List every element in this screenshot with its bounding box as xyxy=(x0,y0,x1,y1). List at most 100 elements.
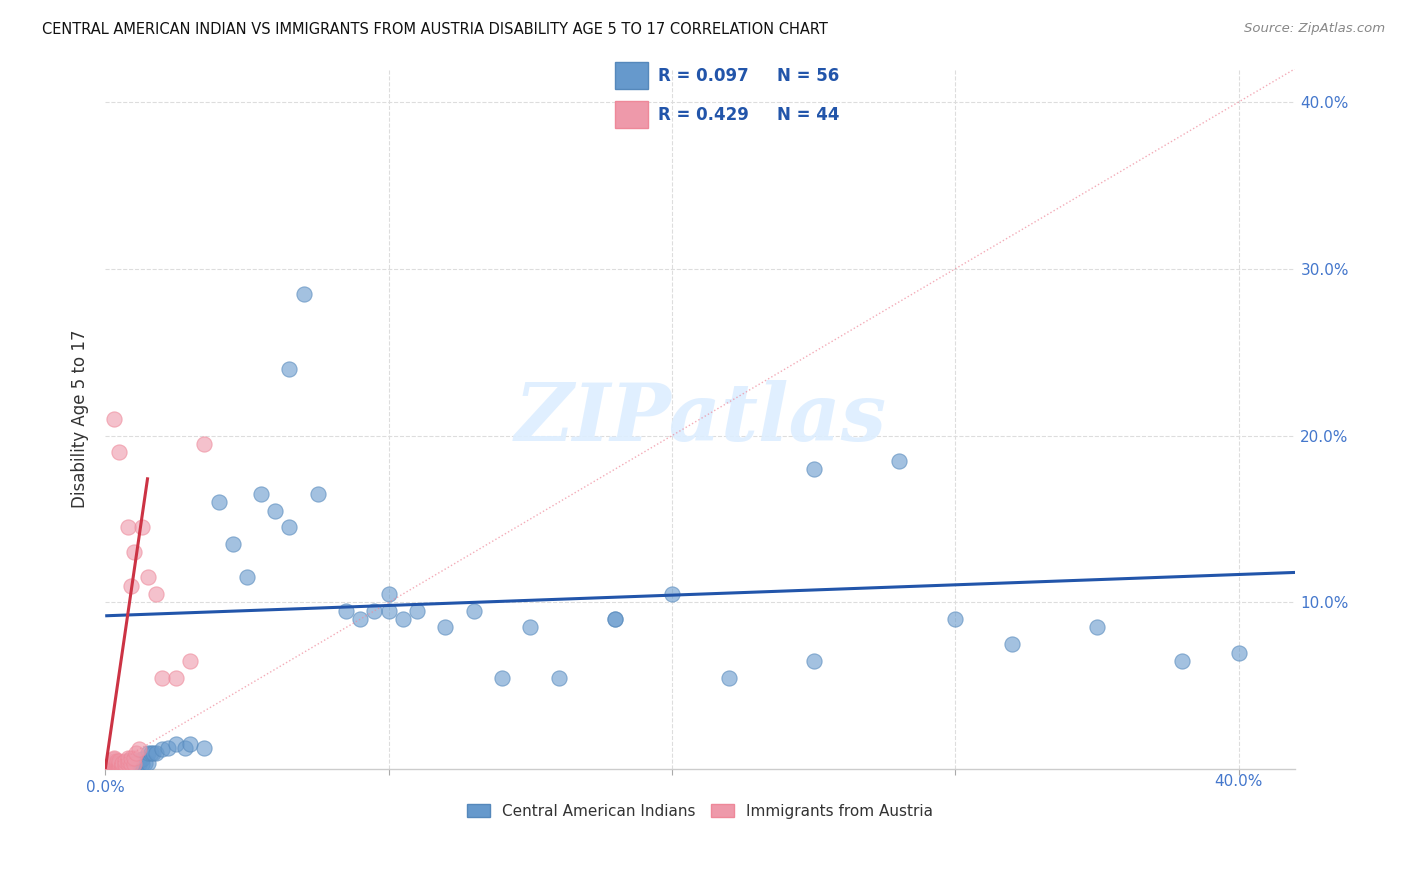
Point xyxy=(1001,637,1024,651)
Bar xyxy=(614,101,648,128)
Point xyxy=(547,671,569,685)
Text: Source: ZipAtlas.com: Source: ZipAtlas.com xyxy=(1244,22,1385,36)
Point xyxy=(150,671,173,685)
Point xyxy=(117,757,139,772)
Point xyxy=(108,756,131,770)
Point xyxy=(120,579,142,593)
Point xyxy=(114,757,136,772)
Text: CENTRAL AMERICAN INDIAN VS IMMIGRANTS FROM AUSTRIA DISABILITY AGE 5 TO 17 CORREL: CENTRAL AMERICAN INDIAN VS IMMIGRANTS FR… xyxy=(42,22,828,37)
Point xyxy=(111,757,134,772)
Text: R = 0.097: R = 0.097 xyxy=(658,67,748,85)
Point xyxy=(207,495,229,509)
Point xyxy=(377,587,399,601)
Point xyxy=(136,746,159,760)
Point xyxy=(1171,654,1194,668)
Point xyxy=(117,750,139,764)
Point xyxy=(117,754,139,768)
Point xyxy=(122,759,145,773)
Point xyxy=(349,612,371,626)
Point xyxy=(111,756,134,770)
Point xyxy=(105,757,128,772)
Point xyxy=(108,759,131,773)
Point xyxy=(103,761,125,775)
Point xyxy=(122,545,145,559)
Text: R = 0.429: R = 0.429 xyxy=(658,105,748,123)
Point xyxy=(803,654,825,668)
Point xyxy=(250,487,273,501)
Point xyxy=(114,756,136,770)
Point xyxy=(661,587,683,601)
Point xyxy=(278,362,301,376)
Point xyxy=(117,754,139,768)
Point xyxy=(128,742,150,756)
Point xyxy=(406,604,429,618)
Point xyxy=(108,761,131,775)
Point xyxy=(114,754,136,768)
Point xyxy=(605,612,627,626)
Point xyxy=(108,757,131,772)
Point xyxy=(122,757,145,772)
Bar xyxy=(614,62,648,89)
Legend: Central American Indians, Immigrants from Austria: Central American Indians, Immigrants fro… xyxy=(461,797,939,825)
Point xyxy=(114,759,136,773)
Point xyxy=(491,671,513,685)
Point xyxy=(103,761,125,775)
Point xyxy=(111,761,134,775)
Point xyxy=(105,759,128,773)
Point xyxy=(100,757,122,772)
Point xyxy=(103,412,125,426)
Point xyxy=(145,587,167,601)
Point xyxy=(803,462,825,476)
Point xyxy=(463,604,485,618)
Point xyxy=(125,757,148,772)
Point xyxy=(108,756,131,770)
Point xyxy=(103,752,125,766)
Point xyxy=(1227,646,1250,660)
Point xyxy=(111,757,134,772)
Text: ZIPatlas: ZIPatlas xyxy=(515,380,886,458)
Point xyxy=(145,746,167,760)
Point xyxy=(125,754,148,768)
Point xyxy=(108,759,131,773)
Point xyxy=(945,612,967,626)
Point xyxy=(122,757,145,772)
Point xyxy=(114,759,136,773)
Point xyxy=(120,750,142,764)
Point xyxy=(264,504,287,518)
Point xyxy=(117,761,139,775)
Point xyxy=(142,746,165,760)
Point xyxy=(111,761,134,775)
Point xyxy=(105,761,128,775)
Point xyxy=(100,759,122,773)
Point xyxy=(120,757,142,772)
Point xyxy=(105,754,128,768)
Point xyxy=(103,759,125,773)
Point xyxy=(434,620,457,634)
Point xyxy=(173,740,195,755)
Point xyxy=(165,737,187,751)
Point xyxy=(128,754,150,768)
Point xyxy=(134,756,156,770)
Point xyxy=(103,756,125,770)
Point xyxy=(117,520,139,534)
Point xyxy=(108,761,131,775)
Point xyxy=(108,757,131,772)
Point xyxy=(111,759,134,773)
Point xyxy=(292,286,315,301)
Point xyxy=(136,756,159,770)
Point xyxy=(156,740,179,755)
Point xyxy=(193,740,215,755)
Point xyxy=(117,759,139,773)
Point xyxy=(111,756,134,770)
Point xyxy=(105,761,128,775)
Point xyxy=(717,671,740,685)
Point xyxy=(122,750,145,764)
Point xyxy=(103,757,125,772)
Point xyxy=(125,746,148,760)
Point xyxy=(179,654,201,668)
Point xyxy=(335,604,357,618)
Point xyxy=(236,570,259,584)
Y-axis label: Disability Age 5 to 17: Disability Age 5 to 17 xyxy=(72,330,89,508)
Point xyxy=(131,520,153,534)
Point xyxy=(105,757,128,772)
